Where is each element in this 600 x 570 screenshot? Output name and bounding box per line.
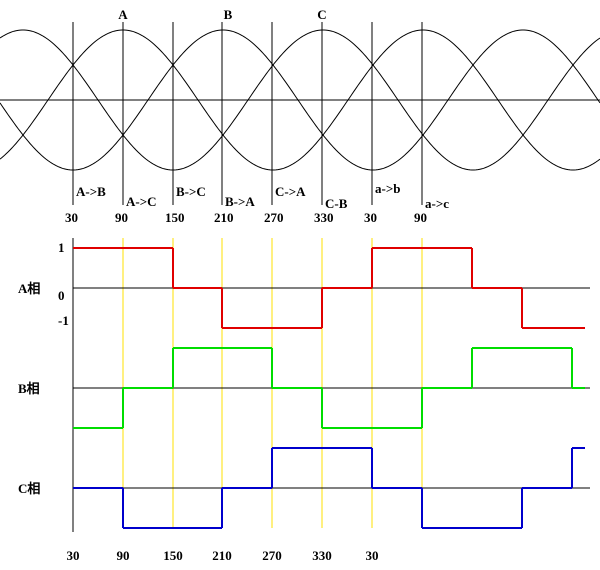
angle-label: 30 bbox=[67, 548, 80, 563]
angle-label: 330 bbox=[314, 210, 334, 225]
angle-label: 270 bbox=[262, 548, 282, 563]
interval-label: B->A bbox=[225, 194, 255, 209]
interval-label: C-B bbox=[325, 196, 348, 211]
angle-label: 30 bbox=[366, 548, 379, 563]
peak-label: B bbox=[224, 7, 233, 22]
level-label: -1 bbox=[58, 313, 69, 328]
angle-label: 150 bbox=[163, 548, 183, 563]
interval-label: a->c bbox=[425, 196, 449, 211]
peak-label: C bbox=[317, 7, 326, 22]
angle-label: 90 bbox=[414, 210, 427, 225]
interval-label: C->A bbox=[275, 184, 306, 199]
angle-label: 90 bbox=[117, 548, 130, 563]
angle-label: 30 bbox=[364, 210, 377, 225]
angle-label: 210 bbox=[212, 548, 232, 563]
interval-label: A->B bbox=[76, 184, 106, 199]
angle-label: 150 bbox=[165, 210, 185, 225]
interval-label: B->C bbox=[176, 184, 206, 199]
angle-label: 30 bbox=[65, 210, 78, 225]
level-label: 0 bbox=[58, 288, 65, 303]
level-label: 1 bbox=[58, 240, 65, 255]
angle-label: 270 bbox=[264, 210, 284, 225]
phase-label: A相 bbox=[18, 281, 40, 296]
interval-label: a->b bbox=[375, 181, 400, 196]
angle-label: 210 bbox=[214, 210, 234, 225]
phase-label: B相 bbox=[18, 381, 40, 396]
sine-wave bbox=[0, 29, 600, 171]
sine-wave bbox=[0, 29, 600, 171]
phase-label: C相 bbox=[18, 481, 40, 496]
sine-wave bbox=[0, 29, 600, 171]
angle-label: 90 bbox=[115, 210, 128, 225]
interval-label: A->C bbox=[126, 194, 157, 209]
peak-label: A bbox=[118, 7, 128, 22]
angle-label: 330 bbox=[312, 548, 332, 563]
